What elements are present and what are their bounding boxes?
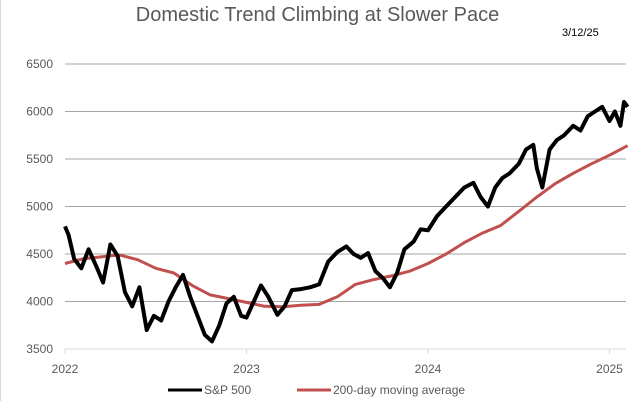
y-tick-label: 4500 (26, 247, 53, 261)
x-tick-label: 2025 (596, 362, 623, 376)
y-tick-label: 4000 (26, 295, 53, 309)
legend-label: 200-day moving average (333, 383, 465, 397)
sp500-line (63, 100, 630, 344)
moving-average-line (64, 144, 629, 309)
x-tick-label: 2023 (233, 362, 260, 376)
x-tick-label: 2024 (415, 362, 442, 376)
y-tick-label: 6500 (26, 57, 53, 71)
y-tick-label: 3500 (26, 342, 53, 356)
chart-title: Domestic Trend Climbing at Slower Pace (135, 4, 500, 26)
date-annotation: 3/12/25 (562, 27, 599, 39)
legend-label: S&P 500 (204, 383, 251, 397)
y-tick-label: 6000 (26, 105, 53, 119)
y-tick-label: 5500 (26, 152, 53, 166)
y-tick-label: 5000 (26, 200, 53, 214)
x-tick-label: 2022 (52, 362, 79, 376)
